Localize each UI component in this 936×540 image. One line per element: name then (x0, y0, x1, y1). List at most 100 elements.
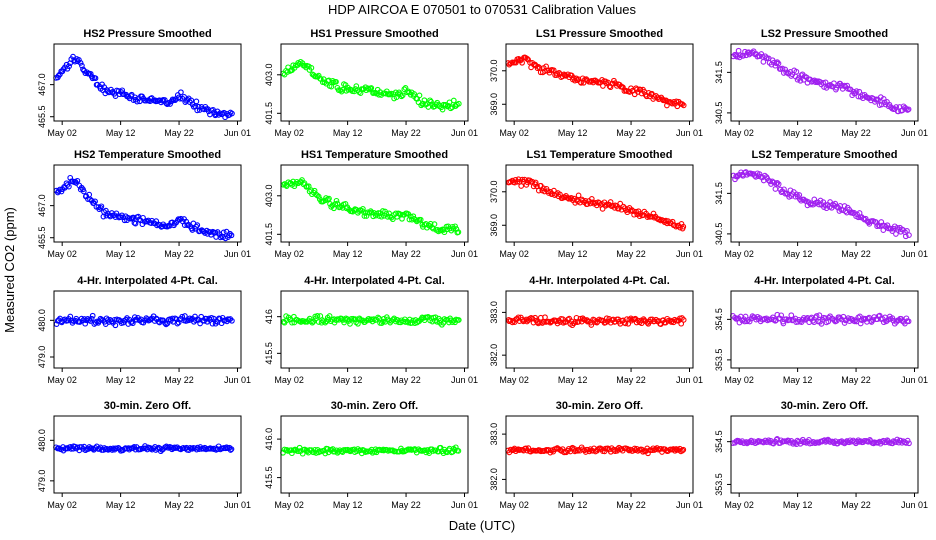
x-tick-label: May 22 (164, 375, 194, 385)
data-point (148, 220, 155, 226)
x-tick-label: May 12 (106, 249, 136, 259)
data-point (853, 88, 860, 94)
data-point (428, 98, 434, 105)
data-point (906, 440, 912, 447)
data-point (79, 62, 85, 69)
series-points (505, 444, 687, 457)
panel-0-2: LS1 Pressure Smoothed May 02 May 12 May 22 J… (489, 28, 703, 138)
data-point (579, 197, 586, 204)
data-point (347, 321, 353, 327)
panel-3-2: 30-min. Zero Off. May 02 May 12 May 22 Jun 0… (489, 400, 703, 510)
data-point (178, 89, 184, 96)
data-point (680, 446, 687, 453)
y-tick-label: 353.5 (714, 349, 724, 372)
x-tick-label: Jun 01 (676, 500, 703, 510)
data-point (80, 66, 86, 73)
x-tick-label: Jun 01 (451, 128, 478, 138)
data-point (360, 206, 366, 212)
data-point (207, 229, 214, 235)
data-point (774, 59, 781, 65)
x-tick-label: May 12 (558, 375, 588, 385)
data-point (620, 203, 627, 210)
y-tick-label: 341.5 (714, 182, 724, 205)
data-point (605, 445, 611, 452)
data-point (800, 196, 807, 203)
data-point (565, 194, 571, 201)
data-point (308, 65, 315, 71)
plot-frame (280, 164, 469, 243)
series-points (53, 53, 235, 121)
x-tick-label: May 02 (499, 500, 529, 510)
panel-1-2: LS1 Temperature Smoothed May 02 May 12 May … (489, 149, 703, 259)
data-point (227, 230, 233, 237)
x-tick-label: May 12 (106, 375, 136, 385)
data-point (603, 315, 610, 322)
data-point (92, 75, 99, 82)
data-point (379, 208, 386, 214)
plot-frame (730, 164, 919, 243)
data-point (653, 92, 659, 99)
data-point (88, 315, 95, 322)
y-tick-label: 383.0 (489, 301, 499, 324)
x-tick-label: May 02 (47, 375, 77, 385)
x-tick-label: May 22 (616, 375, 646, 385)
data-point (115, 88, 122, 94)
data-point (589, 199, 596, 206)
data-point (794, 437, 801, 444)
x-tick-label: Jun 01 (901, 500, 928, 510)
data-point (633, 208, 639, 215)
x-tick-label: May 12 (558, 128, 588, 138)
panel-0-1: HS1 Pressure Smoothed May 02 May 12 May 22 J… (264, 28, 478, 138)
panel-1-3: LS2 Temperature Smoothed May 02 May 12 May … (714, 149, 928, 259)
plot-frame (730, 290, 919, 369)
data-point (742, 48, 748, 55)
data-point (375, 314, 381, 321)
data-point (64, 182, 71, 188)
data-point (876, 312, 883, 319)
panel-grid: HS2 Pressure Smoothed May 02 May 12 May 22 J… (37, 28, 928, 510)
data-point (778, 437, 784, 444)
data-point (575, 192, 582, 199)
data-point (381, 315, 387, 322)
data-point (326, 77, 332, 84)
x-tick-label: May 02 (724, 128, 754, 138)
data-point (378, 213, 385, 220)
data-point (98, 203, 105, 210)
data-point (857, 320, 864, 327)
x-tick-label: Jun 01 (676, 249, 703, 259)
data-point (775, 60, 782, 67)
plot-frame (53, 290, 242, 369)
data-point (905, 106, 912, 113)
data-point (322, 319, 329, 326)
data-point (803, 315, 810, 322)
y-tick-label: 416.0 (264, 428, 274, 451)
plot-frame (730, 43, 919, 122)
x-tick-label: May 12 (558, 249, 588, 259)
data-point (574, 447, 581, 454)
data-point (455, 317, 462, 323)
panel-2-2: 4-Hr. Interpolated 4-Pt. Cal. May 02 May 1… (489, 275, 703, 385)
x-tick-label: May 22 (391, 500, 421, 510)
data-point (194, 222, 201, 228)
data-point (333, 78, 339, 85)
data-point (170, 445, 177, 452)
data-point (326, 313, 333, 319)
x-tick-label: May 22 (164, 249, 194, 259)
data-point (862, 315, 869, 322)
data-point (89, 312, 96, 319)
series-points (280, 313, 462, 328)
plot-frame (505, 290, 694, 369)
panel-title: HS2 Temperature Smoothed (74, 149, 221, 161)
data-point (521, 176, 528, 183)
series-points (280, 177, 462, 236)
x-tick-label: May 02 (274, 500, 304, 510)
data-point (889, 315, 896, 321)
y-tick-label: 370.0 (489, 60, 499, 83)
data-point (788, 312, 795, 319)
x-tick-label: May 12 (106, 128, 136, 138)
data-point (314, 313, 321, 319)
data-point (848, 209, 855, 215)
data-point (329, 202, 336, 209)
series-points (280, 58, 462, 113)
data-point (904, 437, 911, 444)
